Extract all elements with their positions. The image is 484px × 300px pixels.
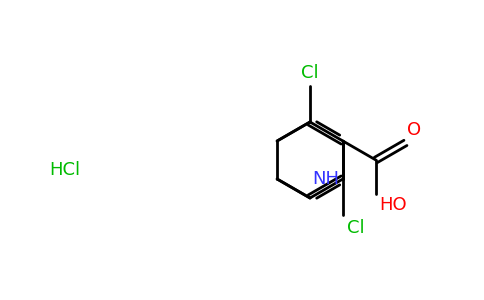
Text: HCl: HCl bbox=[49, 161, 80, 179]
Text: O: O bbox=[408, 121, 422, 139]
Text: HO: HO bbox=[379, 196, 407, 214]
Text: Cl: Cl bbox=[301, 64, 319, 82]
Text: Cl: Cl bbox=[347, 219, 364, 237]
Text: NH: NH bbox=[312, 170, 339, 188]
